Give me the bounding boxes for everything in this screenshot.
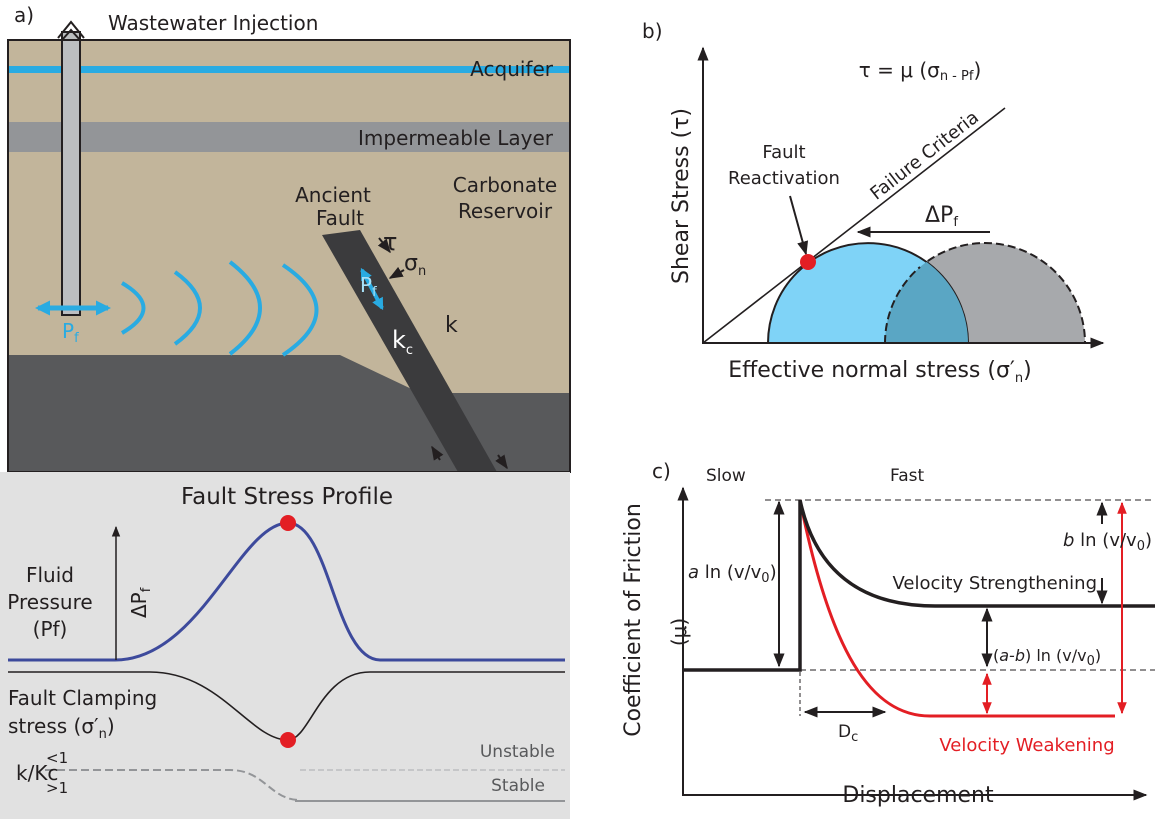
tspan: f bbox=[74, 331, 79, 346]
tspan: ) bbox=[973, 58, 981, 82]
dc-label: Dc bbox=[838, 722, 858, 745]
circle bbox=[280, 515, 296, 531]
impermeable-label: Impermeable Layer bbox=[358, 126, 554, 150]
circle bbox=[280, 732, 296, 748]
tspan: f bbox=[372, 285, 377, 300]
greater-label: >1 bbox=[46, 779, 68, 797]
reactivation-label: Fault Reactivation bbox=[728, 142, 840, 189]
slow-label: Slow bbox=[706, 466, 746, 486]
less-label: <1 bbox=[46, 749, 68, 767]
tspan: Fault bbox=[316, 206, 364, 230]
tspan: ) bbox=[770, 562, 777, 583]
tspan: Reactivation bbox=[728, 168, 840, 189]
tspan: 0 bbox=[761, 571, 769, 586]
well-title: Wastewater Injection bbox=[108, 11, 318, 35]
tspan: Ancient bbox=[295, 183, 371, 207]
rect bbox=[62, 32, 80, 315]
unstable-label: Unstable bbox=[480, 742, 555, 762]
profile-title: Fault Stress Profile bbox=[181, 484, 393, 510]
tspan: n bbox=[99, 727, 107, 742]
tspan: ) bbox=[1023, 358, 1032, 383]
tspan: ) bbox=[1145, 530, 1152, 551]
x-axis-label: Effective normal stress (σ′n) bbox=[728, 358, 1032, 386]
tspan: 0 bbox=[1087, 654, 1095, 669]
page: a) Wastewater Injection Acquifer Imperme… bbox=[0, 0, 1158, 819]
tspan: ) bbox=[107, 714, 115, 738]
delta-pf-label: ΔPf bbox=[925, 203, 958, 230]
tspan: f bbox=[953, 215, 958, 230]
tspan: Fault bbox=[762, 142, 805, 163]
panel-label: b) bbox=[642, 19, 663, 43]
tspan: (Pf) bbox=[33, 617, 68, 641]
tspan: Reservoir bbox=[458, 199, 553, 223]
tspan: ) ln (v/v bbox=[1025, 646, 1087, 665]
x-axis-label: Displacement bbox=[842, 783, 994, 808]
stress-profile: Fault Stress Profile Fluid Pressure (Pf) Δ… bbox=[0, 472, 570, 819]
tspan: a bbox=[688, 562, 699, 583]
y-axis-label: Coefficient of Friction bbox=[621, 503, 646, 737]
panel-label: c) bbox=[652, 459, 671, 483]
tspan: P bbox=[360, 273, 372, 297]
tspan: ln (v/v bbox=[1074, 530, 1137, 551]
panel-c: c) Slow Fast Coefficient of Friction (μ)… bbox=[621, 459, 1155, 808]
tspan: n - Pf bbox=[940, 69, 974, 84]
tspan: Fault Clamping bbox=[8, 686, 157, 710]
tau-label: τ bbox=[383, 228, 397, 256]
panel-b: b) τ = μ (σn - Pf) Shear Stress (τ) Fail… bbox=[642, 19, 1103, 443]
tspan: ln (v/v bbox=[699, 562, 762, 583]
k-label: k bbox=[445, 313, 458, 338]
tspan: ) bbox=[1095, 646, 1101, 665]
fast-label: Fast bbox=[890, 466, 924, 486]
tspan: Carbonate bbox=[453, 173, 557, 197]
tspan: ΔP bbox=[127, 592, 151, 618]
tspan: 0 bbox=[1137, 539, 1145, 554]
tspan: n bbox=[418, 264, 426, 279]
tspan: Effective normal stress (σ′ bbox=[728, 358, 1015, 383]
tspan: n bbox=[1015, 371, 1023, 386]
tspan: σ bbox=[404, 251, 418, 276]
weakening-label: Velocity Weakening bbox=[939, 735, 1114, 756]
panel-a: a) Wastewater Injection Acquifer Imperme… bbox=[8, 3, 570, 472]
tspan: b bbox=[1063, 530, 1074, 551]
tspan: Fluid bbox=[26, 563, 74, 587]
tspan: c bbox=[851, 730, 858, 745]
failure-label: Failure Criteria bbox=[866, 107, 983, 204]
y-axis-label: (μ) bbox=[667, 618, 691, 646]
tspan: Pressure bbox=[7, 590, 92, 614]
figure: a) Wastewater Injection Acquifer Imperme… bbox=[0, 0, 1158, 819]
strengthening-label: Velocity Strengthening bbox=[892, 573, 1097, 594]
a-term: a ln (v/v0) bbox=[688, 562, 777, 586]
tspan: stress (σ′ bbox=[8, 714, 99, 738]
y-axis-label: Shear Stress (τ) bbox=[669, 108, 694, 284]
tspan: τ = μ (σ bbox=[859, 58, 940, 82]
b-term: b ln (v/v0) bbox=[1063, 530, 1152, 554]
tspan: P bbox=[62, 319, 74, 343]
panel-label: a) bbox=[14, 3, 34, 27]
aquifer-label: Acquifer bbox=[470, 57, 554, 81]
tspan: D bbox=[838, 722, 851, 742]
ab-term: (a-b) ln (v/v0) bbox=[993, 646, 1101, 669]
tspan: k bbox=[392, 326, 406, 354]
tspan: a-b bbox=[999, 646, 1025, 665]
equation: τ = μ (σn - Pf) bbox=[859, 58, 982, 84]
line bbox=[790, 196, 806, 254]
stable-label: Stable bbox=[491, 776, 545, 796]
tspan: ΔP bbox=[925, 203, 953, 228]
tspan: f bbox=[139, 587, 154, 592]
tspan: c bbox=[406, 343, 413, 358]
circle bbox=[800, 254, 816, 270]
